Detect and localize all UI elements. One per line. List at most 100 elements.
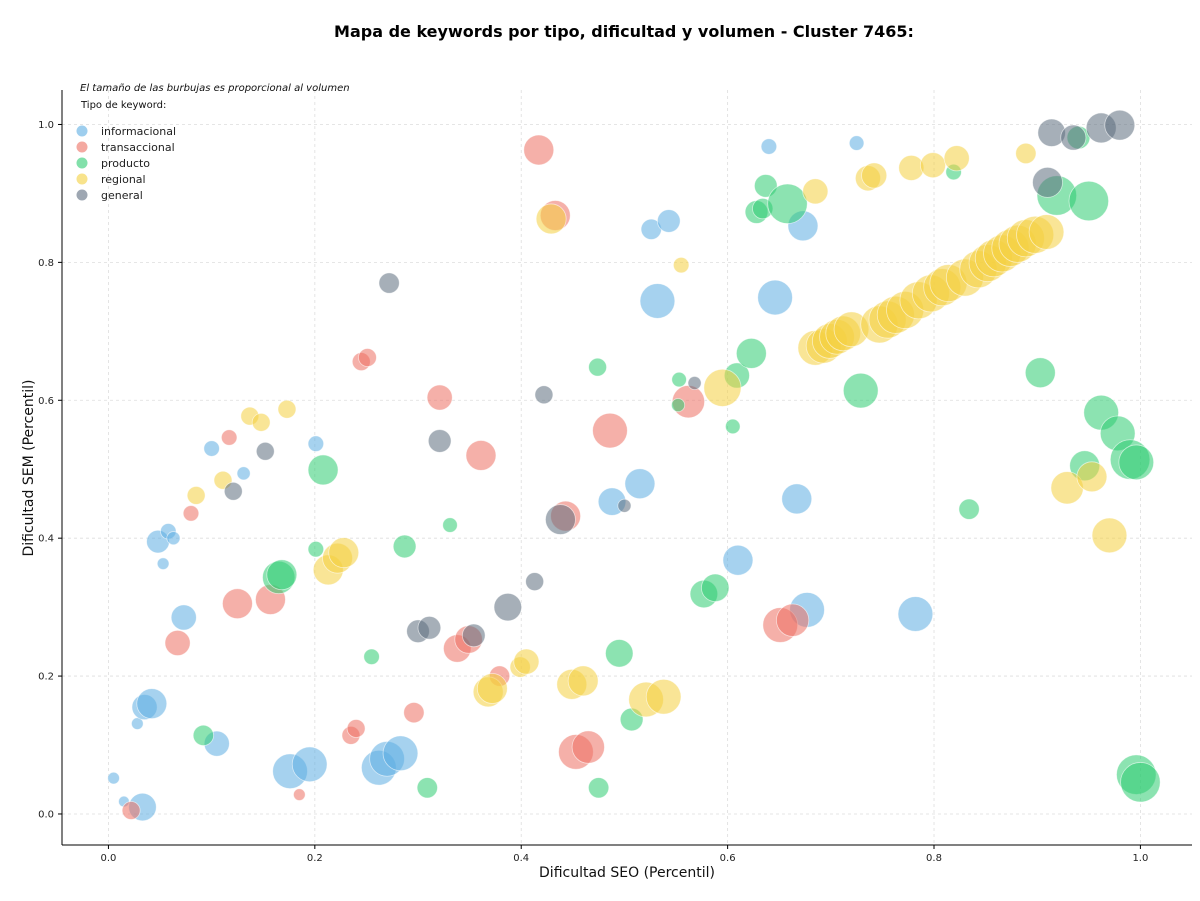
bubble-transaccional	[571, 730, 605, 764]
y-tick-label: 0.4	[38, 534, 54, 545]
legend-label: regional	[101, 173, 146, 186]
bubble-producto	[307, 454, 339, 486]
bubble-transaccional	[776, 603, 810, 637]
bubble-producto	[725, 418, 741, 435]
bubble-producto	[671, 371, 687, 388]
bubble-producto	[307, 541, 325, 558]
x-tick-label: 0.6	[720, 853, 736, 864]
bubble-producto	[735, 337, 767, 369]
bubble-informacional	[848, 135, 865, 151]
bubble-producto	[416, 777, 438, 799]
legend-marker	[76, 141, 88, 153]
x-tick-label: 0.0	[100, 853, 116, 864]
legend-item-producto: producto	[76, 157, 150, 170]
bubble-general	[427, 429, 452, 453]
x-axis-label: Dificultad SEO (Percentil)	[539, 865, 715, 881]
bubble-general	[1104, 109, 1136, 141]
bubble-informacional	[166, 531, 181, 546]
bubble-regional	[1076, 461, 1108, 493]
bubble-informacional	[656, 209, 681, 233]
bubble-size-note: El tamaño de las burbujas es proporciona…	[80, 83, 350, 94]
bubble-regional	[277, 399, 297, 419]
bubble-general	[1060, 124, 1087, 151]
bubble-general	[687, 376, 702, 391]
bubble-producto	[192, 724, 214, 746]
bubble-regional	[943, 145, 970, 172]
grid	[62, 90, 1192, 845]
bubble-producto	[588, 777, 610, 799]
bubble-informacional	[760, 138, 778, 155]
series-producto	[192, 125, 1161, 803]
legend-title: Tipo de keyword:	[80, 100, 166, 111]
bubble-transaccional	[358, 348, 377, 367]
bubble-producto	[588, 357, 607, 377]
y-tick-label: 0.6	[38, 396, 54, 407]
series-general	[223, 109, 1136, 648]
bubble-general	[525, 572, 545, 592]
bubble-producto	[1068, 180, 1110, 222]
bubble-producto	[266, 559, 298, 591]
y-tick-label: 0.2	[38, 672, 54, 683]
legend-label: general	[101, 189, 143, 202]
bubble-producto	[392, 534, 417, 559]
legend-item-informacional: informacional	[76, 125, 176, 138]
bubble-regional	[328, 537, 360, 569]
bubble-informacional	[107, 771, 120, 785]
series-regional	[186, 142, 1128, 718]
bubble-transaccional	[592, 412, 628, 449]
x-tick-label: 0.8	[926, 853, 942, 864]
x-tick-label: 1.0	[1132, 853, 1148, 864]
bubble-informacional	[624, 468, 656, 500]
bubble-transaccional	[164, 629, 191, 656]
bubble-regional	[251, 412, 271, 432]
y-tick-label: 0.0	[38, 809, 54, 820]
bubble-regional	[645, 678, 682, 715]
bubble-transaccional	[346, 719, 366, 738]
legend-marker	[76, 125, 88, 137]
bubble-regional	[1028, 214, 1065, 250]
bubble-producto	[442, 517, 458, 533]
legend-marker	[76, 157, 88, 169]
bubble-transaccional	[293, 788, 306, 801]
x-ticks: 0.0 0.2 0.4 0.6 0.8 1.0	[100, 845, 1148, 864]
legend-label: informacional	[101, 125, 176, 138]
bubble-regional	[861, 162, 888, 189]
y-tick-label: 0.8	[38, 258, 54, 269]
bubble-informacional	[897, 596, 934, 632]
y-tick-label: 1.0	[38, 120, 54, 131]
bubble-regional	[1091, 517, 1128, 554]
bubble-general	[378, 272, 400, 294]
bubble-informacional	[236, 466, 251, 481]
legend-item-general: general	[76, 189, 143, 202]
x-tick-label: 0.4	[513, 853, 529, 864]
bubble-regional	[535, 203, 567, 235]
bubble-general	[493, 592, 523, 622]
bubble-regional	[802, 178, 829, 205]
bubble-producto	[605, 639, 634, 668]
bubble-transaccional	[523, 134, 555, 166]
bubble-producto	[1120, 762, 1161, 803]
bubble-producto	[671, 398, 686, 413]
bubble-general	[461, 623, 486, 648]
y-axis-label: Dificultad SEM (Percentil)	[21, 380, 37, 557]
bubble-informacional	[136, 688, 168, 720]
bubble-producto	[701, 573, 730, 603]
legend-marker	[76, 173, 88, 185]
bubble-informacional	[382, 735, 419, 772]
bubble-regional	[513, 648, 540, 675]
legend: informacional transaccional producto region…	[76, 125, 176, 202]
bubble-producto	[958, 498, 980, 520]
bubble-general	[545, 504, 576, 535]
bubble-producto	[363, 648, 380, 665]
bubble-informacional	[781, 483, 813, 515]
bubble-regional	[919, 152, 946, 179]
bubble-regional	[567, 665, 599, 697]
bubble-informacional	[307, 435, 325, 452]
bubble-general	[255, 441, 275, 461]
bubble-transaccional	[182, 505, 200, 522]
bubble-layer	[107, 109, 1161, 822]
bubble-transaccional	[220, 429, 238, 446]
bubble-informacional	[203, 440, 220, 457]
bubble-producto	[1118, 444, 1155, 481]
